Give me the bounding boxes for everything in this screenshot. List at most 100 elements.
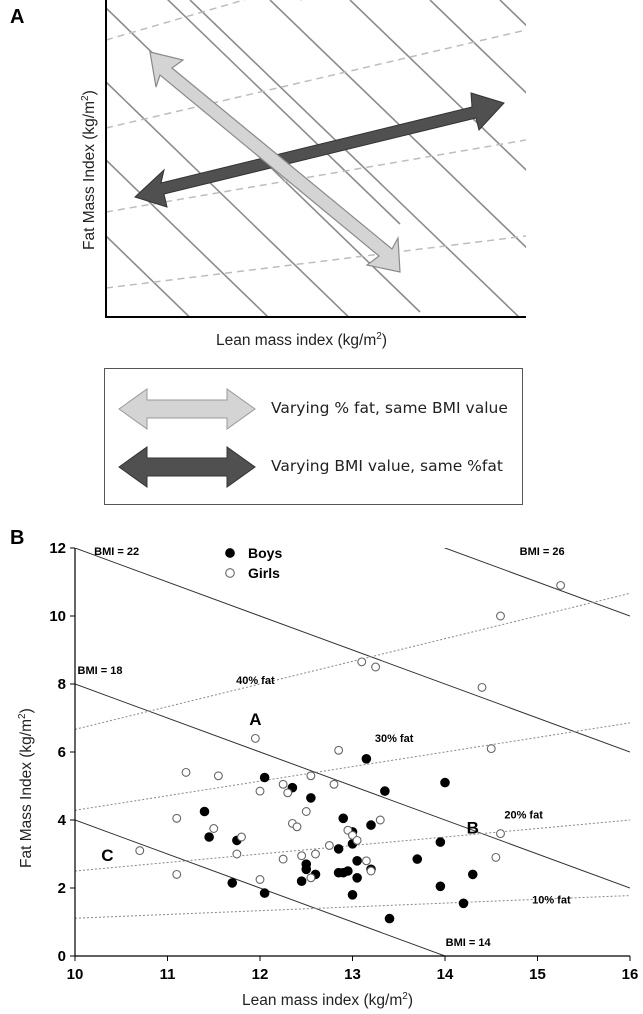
annotation-label: A	[249, 710, 261, 729]
panel-b-ticks: 10 11 12 13 14 15 16 0 2 4 6 8 10 12	[49, 540, 638, 983]
panel-a-letter: A	[10, 6, 25, 28]
girl-point	[491, 852, 501, 862]
y-tick-label: 6	[58, 744, 66, 761]
y-tick-label: 2	[58, 880, 66, 897]
x-tick-label: 16	[622, 966, 639, 983]
x-tick-label: 11	[160, 966, 176, 983]
x-tick-label: 10	[67, 966, 84, 983]
girl-point	[297, 851, 307, 861]
x-tick-label: 14	[437, 966, 454, 983]
girl-point	[306, 873, 316, 883]
girl-point	[278, 854, 288, 864]
fat-line	[75, 895, 630, 919]
boy-point	[338, 813, 349, 824]
legend-girls-label: Girls	[248, 565, 280, 581]
boy-point	[333, 844, 344, 854]
y-tick-label: 4	[58, 812, 67, 829]
legend-boys-marker	[225, 548, 235, 558]
panel-a-diagram: Lean mass index (kg/m2) Fat Mass Index (…	[80, 0, 526, 349]
girl-point	[255, 786, 265, 796]
fat-line-label: 40% fat	[236, 675, 275, 687]
bmi-line-label: BMI = 26	[520, 546, 565, 558]
fat-line	[75, 819, 630, 872]
girl-point	[477, 682, 487, 692]
boy-point	[347, 890, 358, 900]
fat-line	[75, 722, 630, 811]
girl-point	[329, 779, 339, 789]
girl-point	[232, 849, 242, 859]
panel-b-scatter-chart: 10 11 12 13 14 15 16 0 2 4 6 8 10 12 BMI = 14 BMI = 18…	[17, 540, 638, 1009]
girl-point	[371, 662, 381, 672]
girl-point	[209, 824, 219, 833]
y-tick-label: 8	[58, 676, 66, 693]
light-double-arrow	[149, 51, 401, 273]
dark-arrow-icon	[118, 446, 256, 488]
y-tick-label: 12	[49, 540, 66, 557]
iso-fat-lines	[106, 0, 526, 289]
legend-girls-marker	[225, 568, 235, 578]
panel-b-line-labels: BMI = 14 BMI = 18 BMI = 22 BMI = 26 10% fat 2…	[78, 546, 571, 949]
boy-point	[458, 898, 469, 909]
legend-text-dark: Varying BMI value, same %fat	[271, 457, 503, 475]
girl-point	[496, 829, 505, 839]
panel-a-xlabel: Lean mass index (kg/m2)	[216, 331, 387, 349]
girl-point	[556, 580, 566, 590]
fat-line	[75, 592, 630, 730]
boy-point	[435, 837, 446, 847]
dark-double-arrow	[134, 92, 505, 208]
legend-boys-label: Boys	[248, 545, 282, 561]
boy-point	[259, 772, 270, 783]
bmi-line	[443, 548, 630, 617]
boy-point	[227, 878, 238, 888]
girl-point	[361, 856, 371, 866]
girl-point	[324, 841, 334, 850]
panel-b-reference-lines	[75, 548, 630, 956]
boy-point	[301, 864, 312, 875]
annotation-label: C	[101, 846, 113, 865]
fat-line-label: 20% fat	[504, 809, 543, 821]
boy-point	[204, 832, 214, 842]
panel-a-ylabel: Fat Mass Index (kg/m2)	[80, 90, 98, 250]
girl-point	[172, 869, 182, 879]
boy-point	[259, 888, 270, 898]
bmi-line	[75, 683, 630, 889]
girl-point	[250, 733, 260, 743]
boy-point	[380, 786, 390, 796]
boy-point	[199, 806, 210, 817]
fat-line-label: 10% fat	[532, 894, 571, 906]
girl-point	[135, 846, 145, 856]
bmi-line-label: BMI = 14	[446, 937, 492, 949]
girl-point	[181, 767, 191, 777]
bmi-line-label: BMI = 22	[94, 546, 139, 558]
boy-point	[366, 820, 376, 830]
boy-point	[306, 793, 316, 803]
girl-point	[352, 835, 362, 845]
panel-b-ylabel: Fat Mass Index (kg/m2)	[17, 708, 35, 868]
fat-line-label: 30% fat	[375, 733, 414, 745]
girl-point	[292, 822, 302, 832]
panel-b-xlabel: Lean mass index (kg/m2)	[242, 991, 413, 1009]
girl-point	[357, 657, 367, 667]
girl-point	[213, 771, 223, 781]
boy-point	[435, 881, 446, 892]
x-tick-label: 13	[344, 966, 361, 983]
girl-point	[283, 788, 293, 798]
boy-point	[361, 754, 372, 764]
boy-point	[384, 913, 395, 924]
x-tick-label: 12	[252, 966, 269, 983]
arrow-legend: Varying % fat, same BMI value Varying BM…	[104, 368, 523, 505]
legend-item-dark: Varying BMI value, same %fat	[105, 445, 522, 489]
annotation-label: B	[467, 819, 479, 838]
girl-point	[375, 815, 385, 825]
panel-b-points	[135, 580, 566, 924]
bmi-line	[75, 819, 447, 956]
girl-point	[278, 779, 288, 789]
panel-a-axes	[105, 0, 526, 318]
panel-b-letter: B	[10, 527, 25, 549]
girl-point	[301, 807, 311, 816]
boy-point	[296, 876, 307, 887]
legend-text-light: Varying % fat, same BMI value	[271, 399, 508, 417]
light-arrow-icon	[118, 388, 256, 430]
x-tick-label: 15	[529, 966, 546, 983]
girl-point	[255, 875, 265, 884]
